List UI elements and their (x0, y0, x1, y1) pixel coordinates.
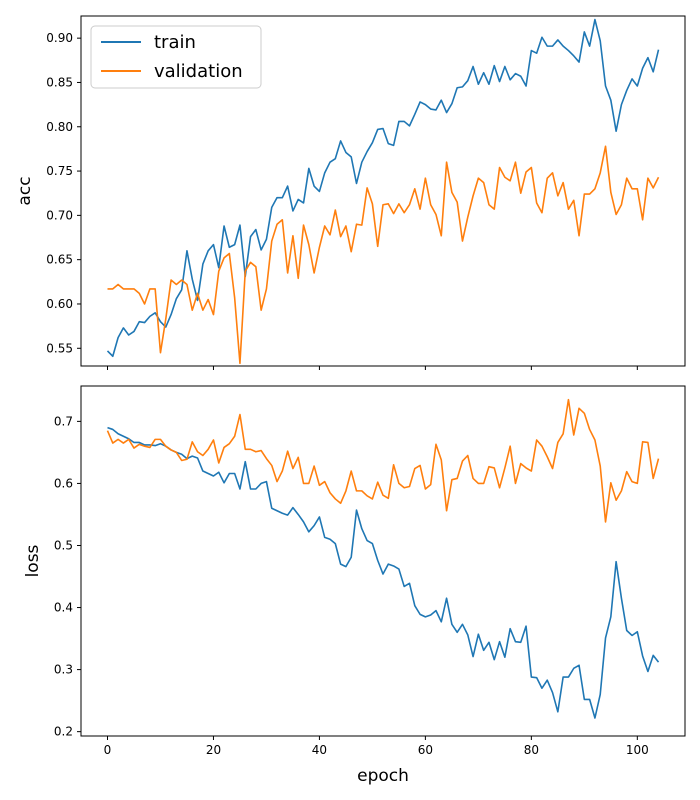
y-tick-label: 0.75 (46, 164, 73, 178)
plot-frame (80, 385, 686, 737)
x-tick-label: 40 (312, 743, 327, 757)
acc-panel: 0.55 0.60 0.65 0.70 0.75 0.80 0.85 0.90 acc train… (15, 15, 686, 370)
x-axis-label: epoch (357, 766, 409, 786)
y-tick-label: 0.85 (46, 75, 73, 89)
y-tick-label: 0.7 (54, 414, 73, 428)
legend-label-train: train (154, 32, 196, 53)
series-line-train (106, 18, 660, 358)
x-tick-label: 0 (104, 743, 112, 757)
series-line-validation (107, 145, 660, 365)
y-tick-label: 0.4 (54, 601, 73, 615)
x-tick-label: 80 (524, 743, 539, 757)
plot-frame (80, 15, 686, 367)
legend-label-validation: validation (154, 61, 243, 82)
y-axis-label: acc (15, 176, 35, 205)
y-tick-label: 0.90 (46, 31, 73, 45)
x-tick-label: 60 (418, 743, 433, 757)
y-axis-label: loss (23, 544, 43, 577)
x-tick-label: 20 (206, 743, 221, 757)
y-tick-label: 0.60 (46, 297, 73, 311)
x-tick-label: 100 (626, 743, 649, 757)
y-tick-label: 0.65 (46, 253, 73, 267)
y-tick-label: 0.6 (54, 476, 73, 490)
y-tick-label: 0.2 (54, 725, 73, 739)
y-tick-label: 0.55 (46, 341, 73, 355)
series-line-validation (106, 398, 660, 523)
series-line-train (107, 426, 660, 719)
y-tick-label: 0.70 (46, 208, 73, 222)
y-tick-label: 0.80 (46, 120, 73, 134)
loss-panel: 0.2 0.3 0.4 0.5 0.6 0.7 0 20 40 60 80 100 loss epoch (23, 385, 686, 786)
y-tick-label: 0.5 (54, 538, 73, 552)
y-tick-label: 0.3 (54, 663, 73, 677)
